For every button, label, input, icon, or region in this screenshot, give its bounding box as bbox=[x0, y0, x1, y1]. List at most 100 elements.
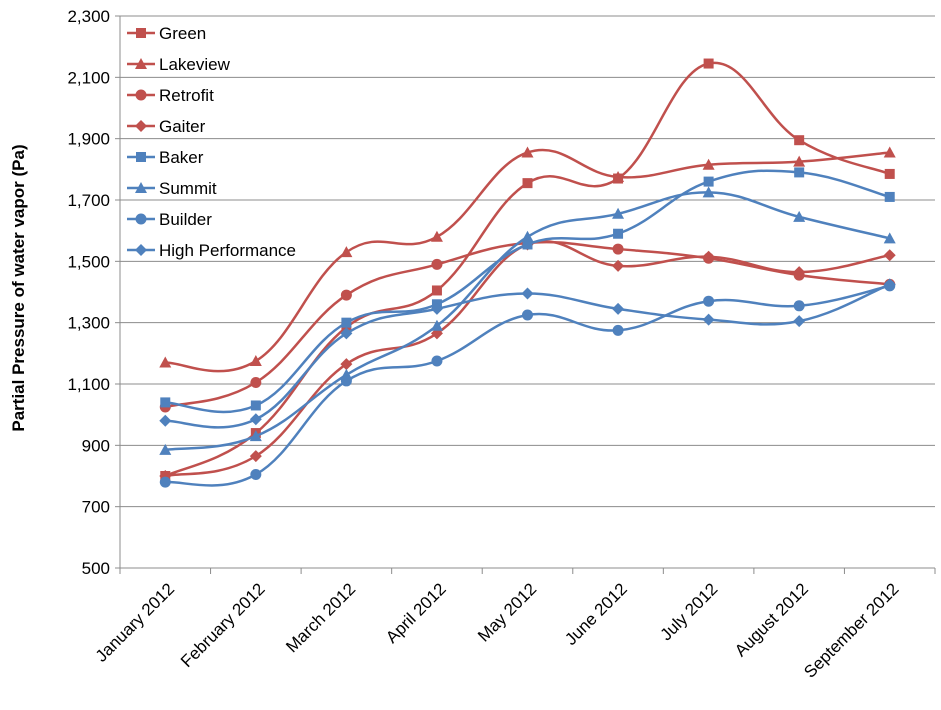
y-tick-label: 1,300 bbox=[67, 314, 110, 333]
data-point bbox=[431, 285, 442, 296]
series-builder bbox=[159, 280, 896, 488]
data-point bbox=[884, 168, 895, 179]
y-tick-label: 1,500 bbox=[67, 252, 110, 271]
data-point bbox=[249, 430, 262, 442]
data-point bbox=[793, 155, 806, 167]
legend-label: Retrofit bbox=[159, 86, 214, 105]
data-point bbox=[793, 266, 806, 279]
data-point bbox=[702, 313, 715, 326]
data-point bbox=[793, 300, 805, 312]
legend-entry: Retrofit bbox=[127, 86, 214, 105]
data-point bbox=[794, 167, 805, 178]
series-line bbox=[165, 191, 891, 452]
legend-label: High Performance bbox=[159, 241, 296, 260]
legend-marker bbox=[136, 152, 146, 162]
data-point bbox=[703, 295, 715, 307]
data-point bbox=[794, 135, 805, 146]
data-point bbox=[612, 302, 625, 315]
y-tick-label: 1,900 bbox=[67, 130, 110, 149]
data-point bbox=[612, 243, 624, 255]
legend-label: Lakeview bbox=[159, 55, 231, 74]
data-point bbox=[159, 356, 172, 368]
y-tick-label: 2,100 bbox=[67, 68, 110, 87]
legend-label: Gaiter bbox=[159, 117, 206, 136]
legend-entry: Green bbox=[127, 24, 206, 43]
data-point bbox=[521, 146, 534, 158]
data-point bbox=[883, 146, 896, 158]
legend-label: Summit bbox=[159, 179, 217, 198]
tick-labels: 500 700 900 1,100 1,300 1,500 1,700 1,900 2,100 2… bbox=[67, 7, 902, 682]
data-point bbox=[431, 355, 443, 367]
data-point bbox=[340, 375, 352, 387]
data-point bbox=[883, 232, 896, 244]
y-tick-label: 2,300 bbox=[67, 7, 110, 26]
data-point bbox=[612, 171, 625, 182]
data-point bbox=[612, 259, 625, 272]
y-axis-label: Partial Pressure of water vapor (Pa) bbox=[9, 144, 28, 431]
legend-entry: Baker bbox=[127, 148, 204, 167]
data-point bbox=[883, 278, 896, 291]
series-green bbox=[160, 58, 895, 481]
data-point bbox=[250, 468, 262, 480]
series-retrofit bbox=[159, 237, 896, 413]
data-point bbox=[250, 400, 261, 411]
series-lines bbox=[159, 58, 896, 488]
data-point bbox=[430, 302, 443, 315]
y-tick-label: 1,100 bbox=[67, 375, 110, 394]
x-tick-label: July 2012 bbox=[657, 579, 722, 644]
data-point bbox=[159, 476, 171, 488]
series-lakeview bbox=[159, 146, 896, 373]
legend-label: Builder bbox=[159, 210, 212, 229]
legend-marker bbox=[135, 244, 147, 256]
legend-entry: Lakeview bbox=[127, 55, 231, 74]
data-point bbox=[883, 249, 896, 262]
legend-marker bbox=[135, 213, 147, 225]
legend-marker bbox=[135, 89, 147, 101]
data-point bbox=[521, 287, 534, 300]
legend: Green Lakeview Retrofit Gaiter Baker Summit Bu… bbox=[127, 24, 296, 260]
series-line bbox=[164, 61, 891, 478]
data-point bbox=[884, 191, 895, 202]
data-point bbox=[160, 397, 171, 408]
data-point bbox=[159, 443, 172, 455]
legend-entry: Builder bbox=[127, 210, 212, 229]
data-point bbox=[341, 317, 352, 328]
y-tick-label: 900 bbox=[82, 436, 110, 455]
data-point bbox=[703, 176, 714, 187]
data-point bbox=[793, 210, 806, 222]
data-point bbox=[612, 207, 625, 219]
x-tick-label: June 2012 bbox=[561, 579, 631, 649]
x-tick-label: May 2012 bbox=[474, 579, 540, 645]
data-point bbox=[702, 186, 715, 198]
x-tick-label: September 2012 bbox=[800, 579, 902, 681]
x-tick-label: August 2012 bbox=[731, 579, 812, 660]
data-point bbox=[703, 58, 714, 69]
data-point bbox=[430, 319, 443, 331]
data-point bbox=[340, 327, 353, 340]
x-tick-label: February 2012 bbox=[177, 579, 269, 671]
x-tick-label: January 2012 bbox=[92, 579, 178, 665]
x-tick-label: March 2012 bbox=[282, 579, 359, 656]
data-point bbox=[159, 414, 172, 427]
legend-marker bbox=[136, 28, 146, 38]
data-point bbox=[431, 258, 443, 270]
data-point bbox=[613, 228, 624, 239]
data-point bbox=[430, 230, 443, 242]
data-point bbox=[702, 158, 715, 170]
data-point bbox=[522, 178, 533, 189]
data-point bbox=[793, 315, 806, 328]
legend-marker bbox=[135, 120, 147, 132]
data-point bbox=[249, 413, 262, 426]
legend-entry: Gaiter bbox=[127, 117, 206, 136]
legend-entry: Summit bbox=[127, 179, 217, 198]
series-high-performance bbox=[159, 278, 896, 429]
data-point bbox=[522, 239, 533, 250]
y-tick-label: 700 bbox=[82, 498, 110, 517]
series-line bbox=[165, 148, 890, 373]
data-point bbox=[340, 289, 352, 301]
data-point bbox=[612, 324, 624, 336]
axes bbox=[115, 15, 936, 574]
y-tick-label: 1,700 bbox=[67, 191, 110, 210]
